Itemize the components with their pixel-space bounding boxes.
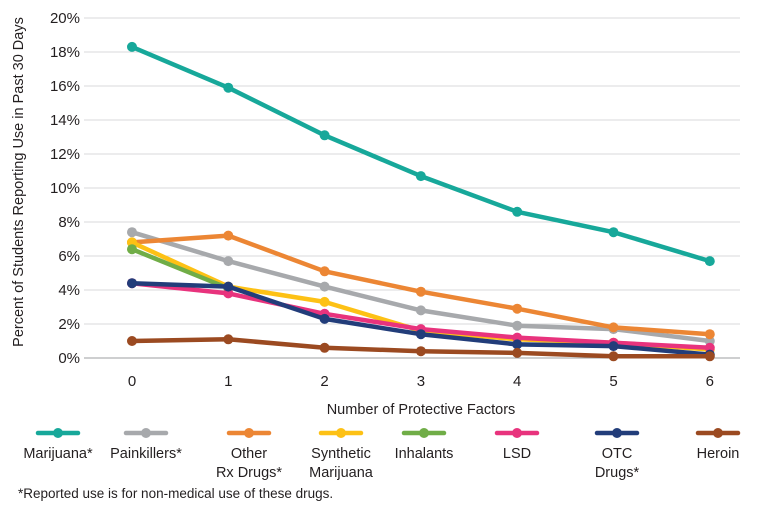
y-tick-label: 12% bbox=[50, 146, 80, 163]
data-point bbox=[608, 227, 619, 238]
data-point bbox=[704, 351, 715, 362]
data-point bbox=[319, 342, 330, 353]
x-tick-label: 5 bbox=[609, 373, 617, 390]
legend-label: Inhalants bbox=[395, 446, 454, 462]
y-tick-label: 0% bbox=[58, 350, 80, 367]
y-tick-label: 20% bbox=[50, 10, 80, 27]
legend-item-marijuana: Marijuana* bbox=[23, 428, 93, 462]
y-tick-label: 10% bbox=[50, 180, 80, 197]
legend-label: Rx Drugs* bbox=[216, 465, 282, 481]
legend-swatch-marker bbox=[512, 428, 522, 438]
data-point bbox=[415, 329, 426, 340]
legend-label: LSD bbox=[503, 446, 531, 462]
data-point bbox=[512, 347, 523, 358]
data-point bbox=[223, 82, 234, 93]
x-tick-label: 0 bbox=[128, 373, 136, 390]
data-point bbox=[415, 286, 426, 297]
data-point bbox=[319, 130, 330, 141]
data-point bbox=[704, 256, 715, 267]
series-marijuana bbox=[127, 41, 715, 267]
data-point bbox=[415, 171, 426, 182]
y-axis-ticks: 0% 2% 4% 6% 8% 10% 12% 14% 16% 18% 20% bbox=[50, 10, 80, 367]
legend-item-heroin: Heroin bbox=[695, 428, 741, 462]
y-tick-label: 14% bbox=[50, 112, 80, 129]
legend-label: Synthetic bbox=[311, 446, 371, 462]
legend-swatch-marker bbox=[419, 428, 429, 438]
data-point bbox=[319, 313, 330, 324]
series-lines bbox=[127, 41, 715, 362]
legend-item-inhalants: Inhalants bbox=[395, 428, 454, 462]
y-tick-label: 18% bbox=[50, 44, 80, 61]
data-point bbox=[223, 230, 234, 241]
data-point bbox=[319, 281, 330, 292]
footnote: *Reported use is for non-medical use of … bbox=[18, 486, 334, 501]
data-point bbox=[319, 296, 330, 307]
data-point bbox=[512, 339, 523, 350]
y-tick-label: 16% bbox=[50, 78, 80, 95]
legend-label: Marijuana bbox=[309, 465, 374, 481]
legend-label: OTC bbox=[602, 446, 633, 462]
x-axis-title: Number of Protective Factors bbox=[327, 402, 516, 418]
y-tick-label: 6% bbox=[58, 248, 80, 265]
legend-item-synthetic-marijuana: Synthetic Marijuana bbox=[309, 428, 374, 481]
legend-label: Marijuana* bbox=[23, 446, 93, 462]
data-point bbox=[608, 341, 619, 352]
x-tick-label: 6 bbox=[706, 373, 714, 390]
legend-swatch-marker bbox=[612, 428, 622, 438]
legend-label: Painkillers* bbox=[110, 446, 182, 462]
legend-swatch-marker bbox=[53, 428, 63, 438]
legend-swatch-marker bbox=[713, 428, 723, 438]
series-otc-drugs bbox=[127, 278, 715, 360]
data-point bbox=[608, 351, 619, 362]
data-point bbox=[127, 41, 137, 52]
data-point bbox=[704, 329, 715, 340]
data-point bbox=[512, 206, 523, 217]
data-point bbox=[512, 320, 523, 331]
x-tick-label: 3 bbox=[417, 373, 425, 390]
data-point bbox=[415, 305, 426, 316]
legend-item-otc-drugs: OTC Drugs* bbox=[594, 428, 640, 481]
series-line bbox=[129, 246, 231, 291]
legend-swatch-marker bbox=[336, 428, 346, 438]
data-point bbox=[512, 303, 523, 314]
legend-label: Other bbox=[231, 446, 267, 462]
x-tick-label: 4 bbox=[513, 373, 521, 390]
data-point bbox=[223, 334, 234, 345]
legend-label: Heroin bbox=[697, 446, 740, 462]
x-axis-ticks: 0 1 2 3 4 5 6 bbox=[128, 373, 714, 390]
data-point bbox=[319, 266, 330, 277]
legend-label: Drugs* bbox=[595, 465, 640, 481]
legend-swatch-marker bbox=[244, 428, 254, 438]
y-axis-title: Percent of Students Reporting Use in Pas… bbox=[11, 17, 27, 347]
x-tick-label: 1 bbox=[224, 373, 232, 390]
data-point bbox=[223, 256, 234, 267]
legend: Marijuana* Painkillers* Other Rx Drugs* Synt… bbox=[23, 428, 741, 481]
data-point bbox=[127, 278, 137, 289]
data-point bbox=[608, 322, 619, 333]
series-heroin bbox=[127, 334, 715, 362]
y-tick-label: 4% bbox=[58, 282, 80, 299]
data-point bbox=[127, 336, 137, 346]
legend-swatch-marker bbox=[141, 428, 151, 438]
y-tick-label: 8% bbox=[58, 214, 80, 231]
data-point bbox=[415, 346, 426, 357]
data-point bbox=[127, 244, 137, 255]
legend-item-other-rx-drugs: Other Rx Drugs* bbox=[216, 428, 282, 481]
data-point bbox=[223, 281, 234, 292]
legend-item-lsd: LSD bbox=[494, 428, 540, 462]
data-point bbox=[127, 227, 137, 238]
legend-item-painkillers: Painkillers* bbox=[110, 428, 182, 462]
x-tick-label: 2 bbox=[320, 373, 328, 390]
y-tick-label: 2% bbox=[58, 316, 80, 333]
